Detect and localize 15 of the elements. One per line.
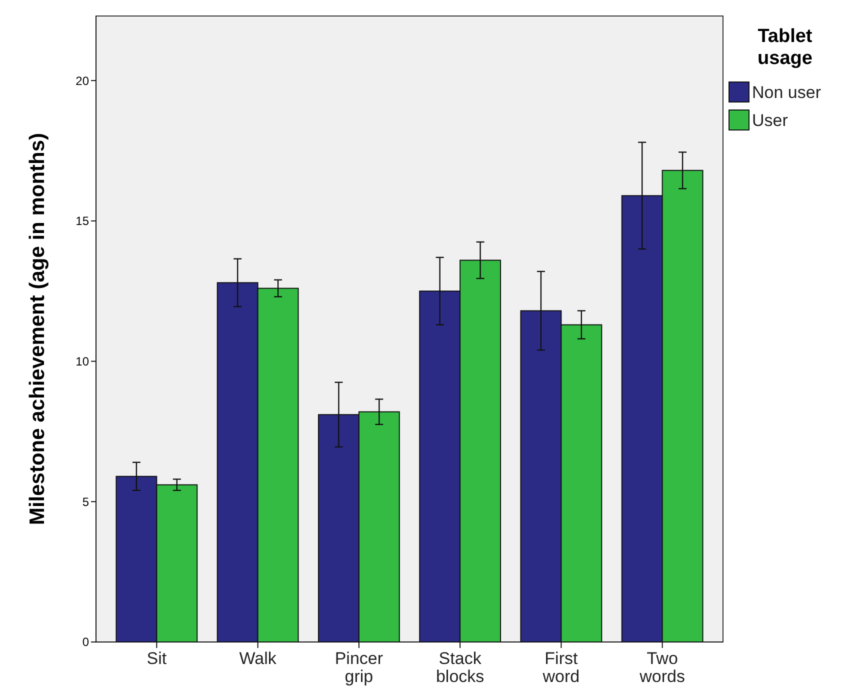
y-tick-label: 10 xyxy=(76,354,90,368)
y-tick-label: 15 xyxy=(76,214,90,228)
y-tick-label: 20 xyxy=(76,74,90,88)
legend-label: User xyxy=(752,111,788,130)
x-tick-label: Walk xyxy=(239,649,277,668)
legend-title: Tablet usage xyxy=(758,26,813,69)
y-axis-title: Milestone achievement (age in months) xyxy=(26,132,49,526)
x-tick-label: Two words xyxy=(638,649,685,686)
y-tick-label: 0 xyxy=(82,635,90,650)
legend-label: Non user xyxy=(752,83,822,102)
x-tick-label: First word xyxy=(542,649,580,686)
y-tick-label: 5 xyxy=(82,494,90,509)
x-tick-label: Stack blocks xyxy=(436,649,484,686)
x-tick-label: Pincer grip xyxy=(334,649,384,686)
x-tick-label: Sit xyxy=(146,649,167,668)
